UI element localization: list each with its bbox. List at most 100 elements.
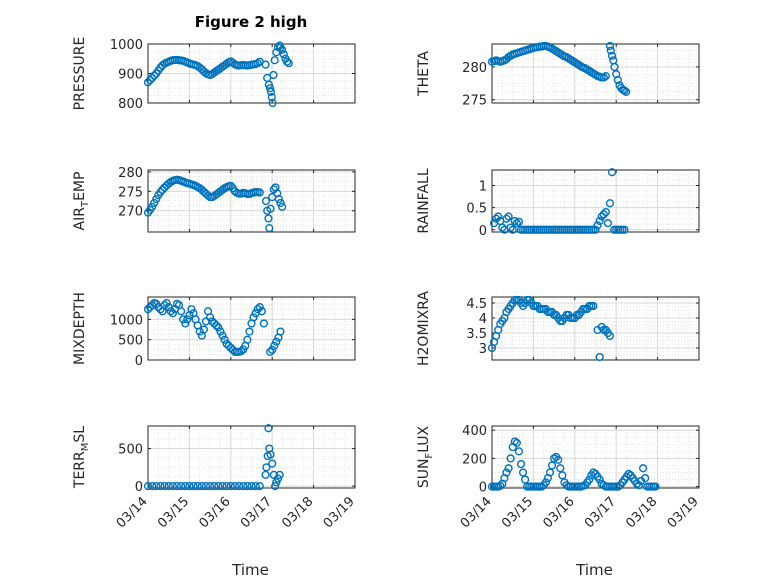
data-point (201, 482, 211, 491)
data-point (160, 482, 169, 491)
data-point (265, 224, 274, 233)
data-point (585, 475, 594, 484)
data-point (160, 301, 169, 310)
data-point (272, 478, 281, 487)
data-point (230, 482, 240, 491)
data-point (545, 468, 555, 477)
data-point (253, 305, 262, 314)
y-axis-label: SUNFLUX (416, 425, 435, 488)
data-point (156, 305, 165, 314)
data-point (597, 212, 606, 221)
x-tick-label: 03/17 (238, 494, 275, 531)
axes-frame (491, 296, 700, 361)
data-point (273, 474, 283, 483)
y-tick-label: 280 (462, 61, 487, 76)
data-point (264, 80, 273, 89)
data-point (266, 347, 275, 356)
data-point (554, 455, 563, 464)
data-point (255, 188, 264, 197)
data-point (214, 482, 223, 491)
data-point (156, 187, 165, 197)
data-point (599, 210, 608, 219)
y-tick-label: 200 (462, 452, 487, 467)
y-tick-label: 275 (462, 94, 487, 109)
data-point (143, 305, 153, 314)
data-point (156, 482, 165, 491)
data-point (269, 70, 278, 80)
data-point (266, 204, 275, 213)
data-point (251, 482, 260, 491)
data-point (179, 315, 188, 324)
y-tick-label: 800 (118, 97, 143, 112)
data-point (210, 319, 219, 328)
axes-frame (147, 296, 356, 361)
x-tick-label: 03/19 (321, 494, 358, 531)
data-point (508, 225, 517, 234)
y-tick-label: 500 (118, 334, 143, 349)
data-point (150, 71, 159, 80)
data-point (268, 98, 277, 108)
x-tick-label: 03/16 (541, 494, 578, 531)
data-point (279, 50, 288, 59)
data-point (162, 298, 171, 308)
y-tick-label: 4.5 (466, 297, 487, 312)
data-point (181, 319, 190, 328)
data-point (283, 57, 292, 66)
y-axis-label: AIRTEMP (72, 172, 91, 231)
x-tick-label: 03/18 (623, 494, 660, 531)
data-point (595, 352, 604, 362)
data-series (487, 41, 631, 96)
data-point (498, 223, 507, 232)
axes-frame (147, 425, 356, 489)
y-tick-label: 280 (118, 166, 143, 181)
data-point (220, 335, 229, 344)
y-tick-label: 270 (118, 205, 143, 220)
y-axis-label: RAINFALL (416, 168, 432, 233)
data-point (218, 482, 227, 491)
data-point (226, 181, 235, 190)
data-point (243, 482, 252, 491)
data-point (504, 464, 513, 473)
data-point (270, 56, 279, 65)
data-series (489, 168, 629, 234)
data-point (607, 168, 617, 177)
data-point (494, 212, 503, 221)
x-axis-label: Time (231, 561, 269, 579)
data-point (243, 335, 252, 344)
y-tick-label: 1 (479, 180, 487, 195)
data-series (143, 298, 285, 356)
data-point (504, 212, 513, 221)
data-point (226, 482, 235, 491)
data-point (222, 482, 231, 491)
data-point (177, 307, 186, 316)
data-point (143, 482, 153, 491)
data-point (181, 482, 190, 491)
data-point (247, 482, 256, 491)
y-tick-label: 4 (479, 312, 487, 327)
data-point (218, 331, 227, 340)
data-point (276, 198, 285, 208)
data-point (639, 464, 648, 473)
y-tick-label: 500 (118, 443, 143, 458)
data-point (143, 78, 153, 87)
subplot-2: 275 280 THETA (416, 41, 700, 109)
data-point (634, 481, 644, 490)
data-point (261, 470, 270, 479)
y-tick-label: 0 (479, 481, 487, 496)
data-point (177, 482, 186, 491)
data-point (496, 481, 505, 490)
data-point (255, 482, 264, 491)
y-tick-label: 1000 (110, 38, 143, 53)
data-point (506, 223, 515, 232)
data-point (506, 454, 515, 463)
data-point (197, 482, 206, 491)
y-tick-label: 900 (118, 68, 143, 83)
data-point (216, 327, 225, 336)
data-series (143, 424, 284, 491)
data-point (601, 72, 610, 81)
data-point (278, 202, 287, 211)
data-point (603, 219, 613, 228)
data-point (272, 337, 281, 346)
data-point (521, 475, 530, 484)
